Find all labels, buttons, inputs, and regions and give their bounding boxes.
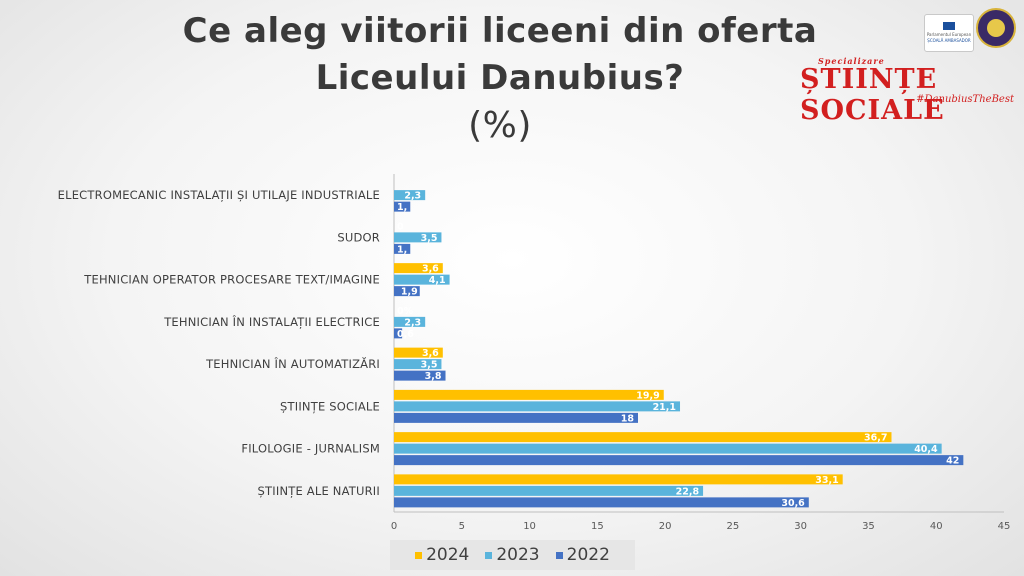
data-label-2023: 2,3 xyxy=(404,317,421,328)
bar-2024 xyxy=(394,347,443,358)
bar-2023 xyxy=(394,274,450,285)
x-tick-label: 45 xyxy=(998,521,1011,532)
x-tick-label: 15 xyxy=(591,521,604,532)
title-line-1: Ce aleg viitorii liceeni din oferta xyxy=(182,11,818,51)
bar-2023 xyxy=(394,316,426,327)
legend-label-2024: 2024 xyxy=(426,545,470,565)
category-label: TEHNICIAN ÎN INSTALAȚII ELECTRICE xyxy=(163,314,380,329)
data-label-2022: 30,6 xyxy=(781,498,805,509)
data-label-2022: 3,8 xyxy=(425,371,442,382)
data-label-2023: 22,8 xyxy=(676,486,700,497)
data-label-2023: 21,1 xyxy=(653,402,676,413)
category-label: TEHNICIAN ÎN AUTOMATIZĂRI xyxy=(205,356,380,371)
bar-2022 xyxy=(394,243,411,254)
specializare-small-text: Specializare xyxy=(818,56,885,66)
data-label-2023: 4,1 xyxy=(429,275,446,286)
legend-item-2024: 2024 xyxy=(415,545,469,565)
data-label-2022: 18 xyxy=(621,413,635,424)
chart-legend: 2024 2023 2022 xyxy=(390,540,635,570)
legend-swatch-2023 xyxy=(485,551,493,559)
bar-2022 xyxy=(394,412,638,423)
data-label-2022: 42 xyxy=(946,456,959,467)
title-line-2: Liceului Danubius? xyxy=(315,58,685,98)
badge-emblem-icon xyxy=(987,19,1005,37)
bar-2022 xyxy=(394,370,446,381)
category-label: FILOLOGIE - JURNALISM xyxy=(241,442,380,456)
data-label-2022: 0,6 xyxy=(397,329,414,340)
bar-2024 xyxy=(394,474,843,485)
european-parliament-logo: Parlamentul European ȘCOALĂ AMBASADOR xyxy=(924,14,974,52)
specializare-banner: Specializare ȘTIINȚE SOCIALE #DanubiusTh… xyxy=(800,56,1020,126)
bar-2022 xyxy=(394,286,420,297)
school-badge-logo xyxy=(976,8,1016,48)
legend-swatch-2024 xyxy=(415,551,423,559)
specializare-hashtag: #DanubiusTheBest xyxy=(916,94,1014,105)
data-label-2024: 33,1 xyxy=(815,475,838,486)
x-tick-label: 0 xyxy=(391,521,397,532)
data-label-2024: 0% xyxy=(397,306,414,317)
data-label-2024: 3,6 xyxy=(422,264,439,275)
category-label: SUDOR xyxy=(337,230,380,244)
bar-2023 xyxy=(394,401,681,412)
data-label-2022: 1, xyxy=(397,202,407,213)
data-label-2023: 40,4 xyxy=(914,444,938,455)
bar-2023 xyxy=(394,232,442,243)
category-label: ELECTROMECANIC INSTALAȚII ȘI UTILAJE IND… xyxy=(58,188,380,202)
data-label-2024: 0 xyxy=(397,221,404,232)
bar-2022 xyxy=(394,201,411,212)
data-label-2024: 3,6 xyxy=(422,348,439,359)
x-tick-label: 10 xyxy=(523,521,536,532)
data-label-2023: 3,5 xyxy=(421,233,438,244)
logo-group: Parlamentul European ȘCOALĂ AMBASADOR xyxy=(924,8,1018,56)
data-label-2024: 36,7 xyxy=(864,433,887,444)
ambassador-school-text: ȘCOALĂ AMBASADOR xyxy=(927,38,971,43)
bar-2023 xyxy=(394,359,442,370)
bar-2023 xyxy=(394,485,704,496)
x-tick-label: 25 xyxy=(727,521,740,532)
category-label: ȘTIINȚE SOCIALE xyxy=(280,399,380,413)
bar-2022 xyxy=(394,497,809,508)
data-label-2023: 3,5 xyxy=(421,360,438,371)
chart-title: Ce aleg viitorii liceeni din oferta Lice… xyxy=(140,8,860,149)
bar-2023 xyxy=(394,443,942,454)
bar-2022 xyxy=(394,455,964,466)
data-label-2023: 2,3 xyxy=(404,191,421,202)
bar-2022 xyxy=(394,328,403,339)
title-line-3: (%) xyxy=(468,105,532,146)
data-label-2022: 1,9 xyxy=(401,287,418,298)
legend-label-2023: 2023 xyxy=(496,545,540,565)
data-label-2022: 1, xyxy=(397,244,407,255)
legend-label-2022: 2022 xyxy=(566,545,610,565)
legend-swatch-2022 xyxy=(555,551,563,559)
bar-2024 xyxy=(394,263,443,274)
legend-item-2023: 2023 xyxy=(485,545,540,565)
bar-2024 xyxy=(394,432,892,443)
category-label: TEHNICIAN OPERATOR PROCESARE TEXT/IMAGIN… xyxy=(83,273,380,287)
x-tick-label: 5 xyxy=(459,521,465,532)
x-tick-label: 35 xyxy=(862,521,875,532)
specializare-big-text: ȘTIINȚE SOCIALE xyxy=(800,64,945,126)
x-tick-label: 20 xyxy=(659,521,672,532)
x-tick-label: 30 xyxy=(794,521,807,532)
bar-2024 xyxy=(394,389,664,400)
ep-logo-text: Parlamentul European xyxy=(926,32,972,37)
bar-2023 xyxy=(394,190,426,201)
x-tick-label: 40 xyxy=(930,521,943,532)
data-label-2024: 19,9 xyxy=(636,390,659,401)
legend-item-2022: 2022 xyxy=(555,545,610,565)
eu-flag-icon xyxy=(943,22,955,30)
category-label: ȘTIINȚE ALE NATURII xyxy=(258,484,380,498)
